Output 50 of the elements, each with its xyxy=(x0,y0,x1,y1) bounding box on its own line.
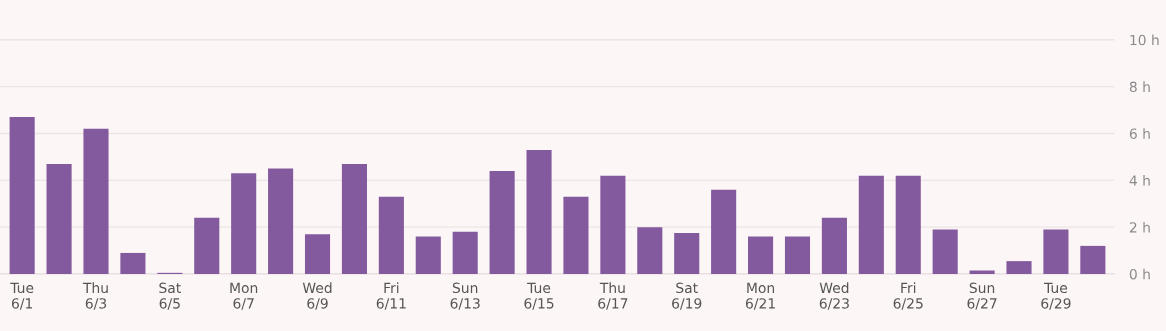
y-tick-label: 0 h xyxy=(1129,268,1150,280)
bar xyxy=(120,252,146,274)
bar xyxy=(46,163,72,274)
y-tick-label: 6 h xyxy=(1129,128,1150,139)
bar xyxy=(341,163,367,274)
bar xyxy=(637,227,663,274)
bar xyxy=(231,173,257,274)
bar xyxy=(748,236,774,274)
bar xyxy=(563,196,589,274)
x-tick-label: Thu 6/3 xyxy=(82,282,108,310)
x-tick-label: Fri 6/25 xyxy=(893,282,923,310)
x-tick-label: Tue 6/1 xyxy=(10,282,34,310)
bar xyxy=(9,117,35,274)
bar xyxy=(415,236,441,274)
bar xyxy=(784,236,811,274)
bar xyxy=(489,170,515,274)
x-tick-label: Sat 6/5 xyxy=(159,282,181,310)
bar xyxy=(1043,229,1069,274)
x-tick-label: Tue 6/15 xyxy=(524,282,554,310)
bar xyxy=(1080,245,1106,274)
x-tick-label: Sun 6/13 xyxy=(450,282,480,310)
x-tick-label: Mon 6/21 xyxy=(745,282,775,310)
x-tick-label: Wed 6/23 xyxy=(819,282,849,310)
y-tick-label: 4 h xyxy=(1129,175,1150,186)
bar xyxy=(969,270,995,274)
y-tick-label: 2 h xyxy=(1129,221,1150,233)
bar xyxy=(821,217,847,274)
x-tick-label: Mon 6/7 xyxy=(230,282,258,310)
bar xyxy=(600,175,626,274)
bar xyxy=(711,189,737,274)
y-tick-label: 8 h xyxy=(1129,81,1150,93)
bar xyxy=(268,168,294,274)
bar xyxy=(526,149,552,274)
bar xyxy=(674,233,700,274)
x-tick-label: Sat 6/19 xyxy=(672,282,702,310)
bar xyxy=(378,196,404,274)
bar xyxy=(1006,261,1032,274)
x-tick-label: Thu 6/17 xyxy=(598,282,628,310)
bar xyxy=(83,128,109,274)
x-tick-label: Fri 6/11 xyxy=(376,282,406,310)
bar xyxy=(858,175,884,274)
x-tick-label: Wed 6/9 xyxy=(302,282,332,310)
bar xyxy=(932,229,958,274)
x-tick-label: Sun 6/27 xyxy=(967,282,997,310)
bar xyxy=(452,231,478,274)
bar xyxy=(194,217,220,274)
y-tick-label: 10 h xyxy=(1130,34,1159,46)
x-tick-label: Tue 6/29 xyxy=(1041,282,1071,310)
bar xyxy=(304,234,331,274)
bar xyxy=(895,175,921,274)
